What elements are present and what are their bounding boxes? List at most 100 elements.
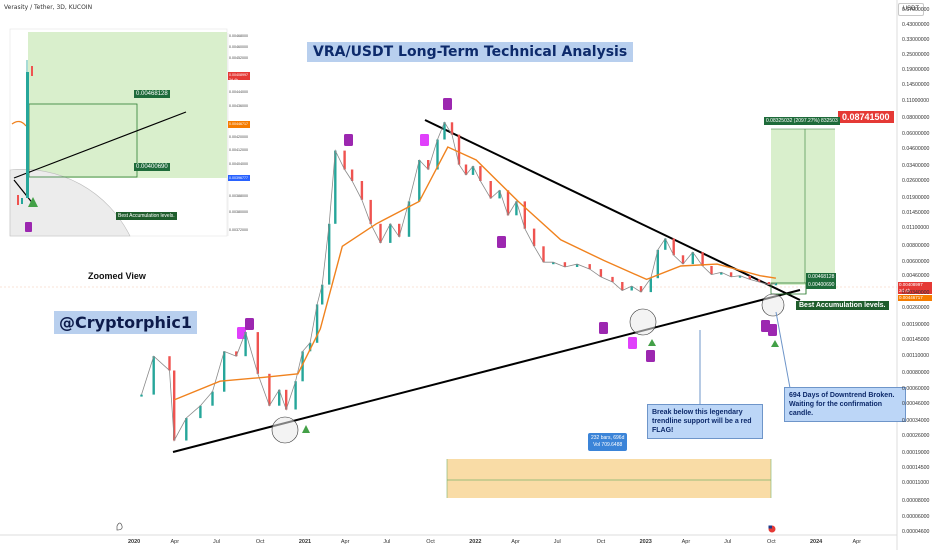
price-candle: [691, 252, 694, 265]
signal-marker: [443, 98, 452, 110]
inset-level-upper: 0.00468128: [134, 90, 170, 98]
inset-ma: [11, 120, 27, 127]
price-candle: [343, 150, 346, 170]
x-tick-label: Apr: [681, 539, 691, 545]
price-candle: [498, 190, 501, 199]
y-tick-label: 0.03400000: [902, 162, 930, 169]
x-tick-label: Apr: [340, 539, 350, 545]
x-tick-label: 2023: [639, 539, 652, 545]
inset-ma-tag: [228, 121, 250, 128]
ma-price-tag: 0.00446717: [898, 295, 932, 301]
inset-price-tag: [228, 72, 250, 80]
price-candle: [656, 249, 659, 279]
zoomed-view-label: Zoomed View: [88, 271, 146, 281]
price-candle: [285, 389, 288, 410]
inset-candle: [21, 198, 23, 204]
inset-candle: [17, 195, 19, 205]
price-candle: [639, 286, 643, 293]
price-candle: [418, 160, 421, 202]
inset-accumulation-label: Best Accumulation levels.: [116, 212, 177, 220]
us-flag-canton: [768, 525, 772, 529]
x-tick-label: Jul: [724, 539, 732, 545]
inset-y-tick: 0.00404000: [229, 162, 248, 166]
bars-volume: Vol 709.6488: [593, 442, 623, 448]
author-handle: @Cryptorphic1: [54, 311, 197, 334]
price-candle: [542, 246, 545, 263]
price-candle: [664, 238, 667, 250]
target-zone: [771, 129, 835, 285]
signal-marker: [245, 318, 254, 330]
price-candle: [369, 199, 372, 224]
y-tick-label: 0.00046000: [902, 400, 930, 407]
price-candle: [328, 223, 331, 285]
price-candle: [407, 201, 411, 237]
last-price-value: 0.00408997: [899, 282, 923, 287]
y-tick-label: 0.43000000: [902, 22, 930, 29]
y-tick-label: 0.00800000: [902, 242, 930, 249]
inset-trendline: [13, 111, 187, 179]
highlight-circle-2023: [761, 293, 785, 317]
price-candle: [672, 238, 675, 256]
price-candle: [611, 276, 614, 282]
inset-level-lower: 0.00400690: [134, 163, 170, 171]
note-break-line1: Break below this legendary: [652, 409, 743, 416]
price-candle: [427, 160, 430, 170]
inset-y-tick: 0.00372000: [229, 228, 248, 232]
highlight-circle-2020: [271, 416, 299, 444]
x-tick-label: Apr: [511, 539, 520, 545]
currency-button[interactable]: USDT: [898, 3, 924, 16]
price-candle: [278, 389, 281, 406]
y-tick-label: 0.00011000: [902, 480, 930, 487]
price-candle: [173, 370, 176, 441]
logo-icon: [116, 522, 123, 531]
price-line: [141, 121, 776, 442]
best-accumulation-label: Best Accumulation levels.: [796, 301, 889, 310]
x-tick-label: 2020: [128, 539, 141, 545]
price-candle: [185, 418, 188, 441]
inset-y-tick: 0.00388000: [229, 194, 248, 198]
price-candle: [649, 278, 652, 293]
note-pointer: [775, 311, 791, 389]
y-tick-label: 0.01450000: [902, 209, 930, 216]
price-candle: [489, 181, 492, 199]
signal-marker: [599, 322, 608, 334]
price-candle: [294, 381, 297, 410]
candle-layer: [140, 122, 778, 441]
zoomed-inset: [9, 28, 250, 237]
up-arrow: [771, 340, 779, 347]
price-candle: [315, 304, 319, 343]
note-downtrend: 694 Days of Downtrend Broken. Waiting fo…: [784, 387, 906, 422]
inset-y-tick: 0.00380000: [229, 210, 248, 214]
price-candle: [140, 394, 143, 397]
y-tick-label: 0.00110000: [902, 352, 930, 359]
price-candle: [588, 264, 591, 270]
range-measure-box: 232 bars, 696d Vol 709.6488: [588, 433, 628, 451]
x-tick-label: 2021: [298, 539, 312, 545]
x-tick-label: Oct: [767, 539, 776, 545]
price-candle: [398, 223, 401, 237]
resistance-trendline: [424, 119, 801, 301]
price-candle: [506, 190, 510, 216]
price-candle: [621, 282, 624, 291]
price-candle: [515, 201, 518, 216]
y-tick-label: 0.00034000: [902, 417, 930, 424]
inset-y-tick: 0.00460000: [229, 45, 248, 49]
highlight-circle-2022: [629, 308, 657, 336]
x-tick-label: Oct: [255, 539, 265, 545]
inset-circle-highlight: [9, 169, 131, 237]
x-tick-label: 2024: [810, 539, 823, 545]
y-tick-label: 0.14500000: [902, 82, 930, 89]
price-candle: [563, 262, 567, 267]
y-tick-label: 0.00004600: [902, 528, 930, 535]
signal-marker: [768, 324, 777, 336]
price-candle: [552, 262, 555, 265]
price-candle: [436, 139, 439, 170]
price-candle: [301, 351, 304, 382]
inset-ma-label: 0.00446717: [229, 122, 248, 126]
y-tick-label: 0.57000000: [902, 6, 930, 13]
y-tick-label: 0.19000000: [902, 67, 930, 74]
x-tick-label: Jul: [212, 539, 220, 545]
symbol-header: Verasity / Tether, 3D, KUCOIN: [4, 4, 93, 11]
